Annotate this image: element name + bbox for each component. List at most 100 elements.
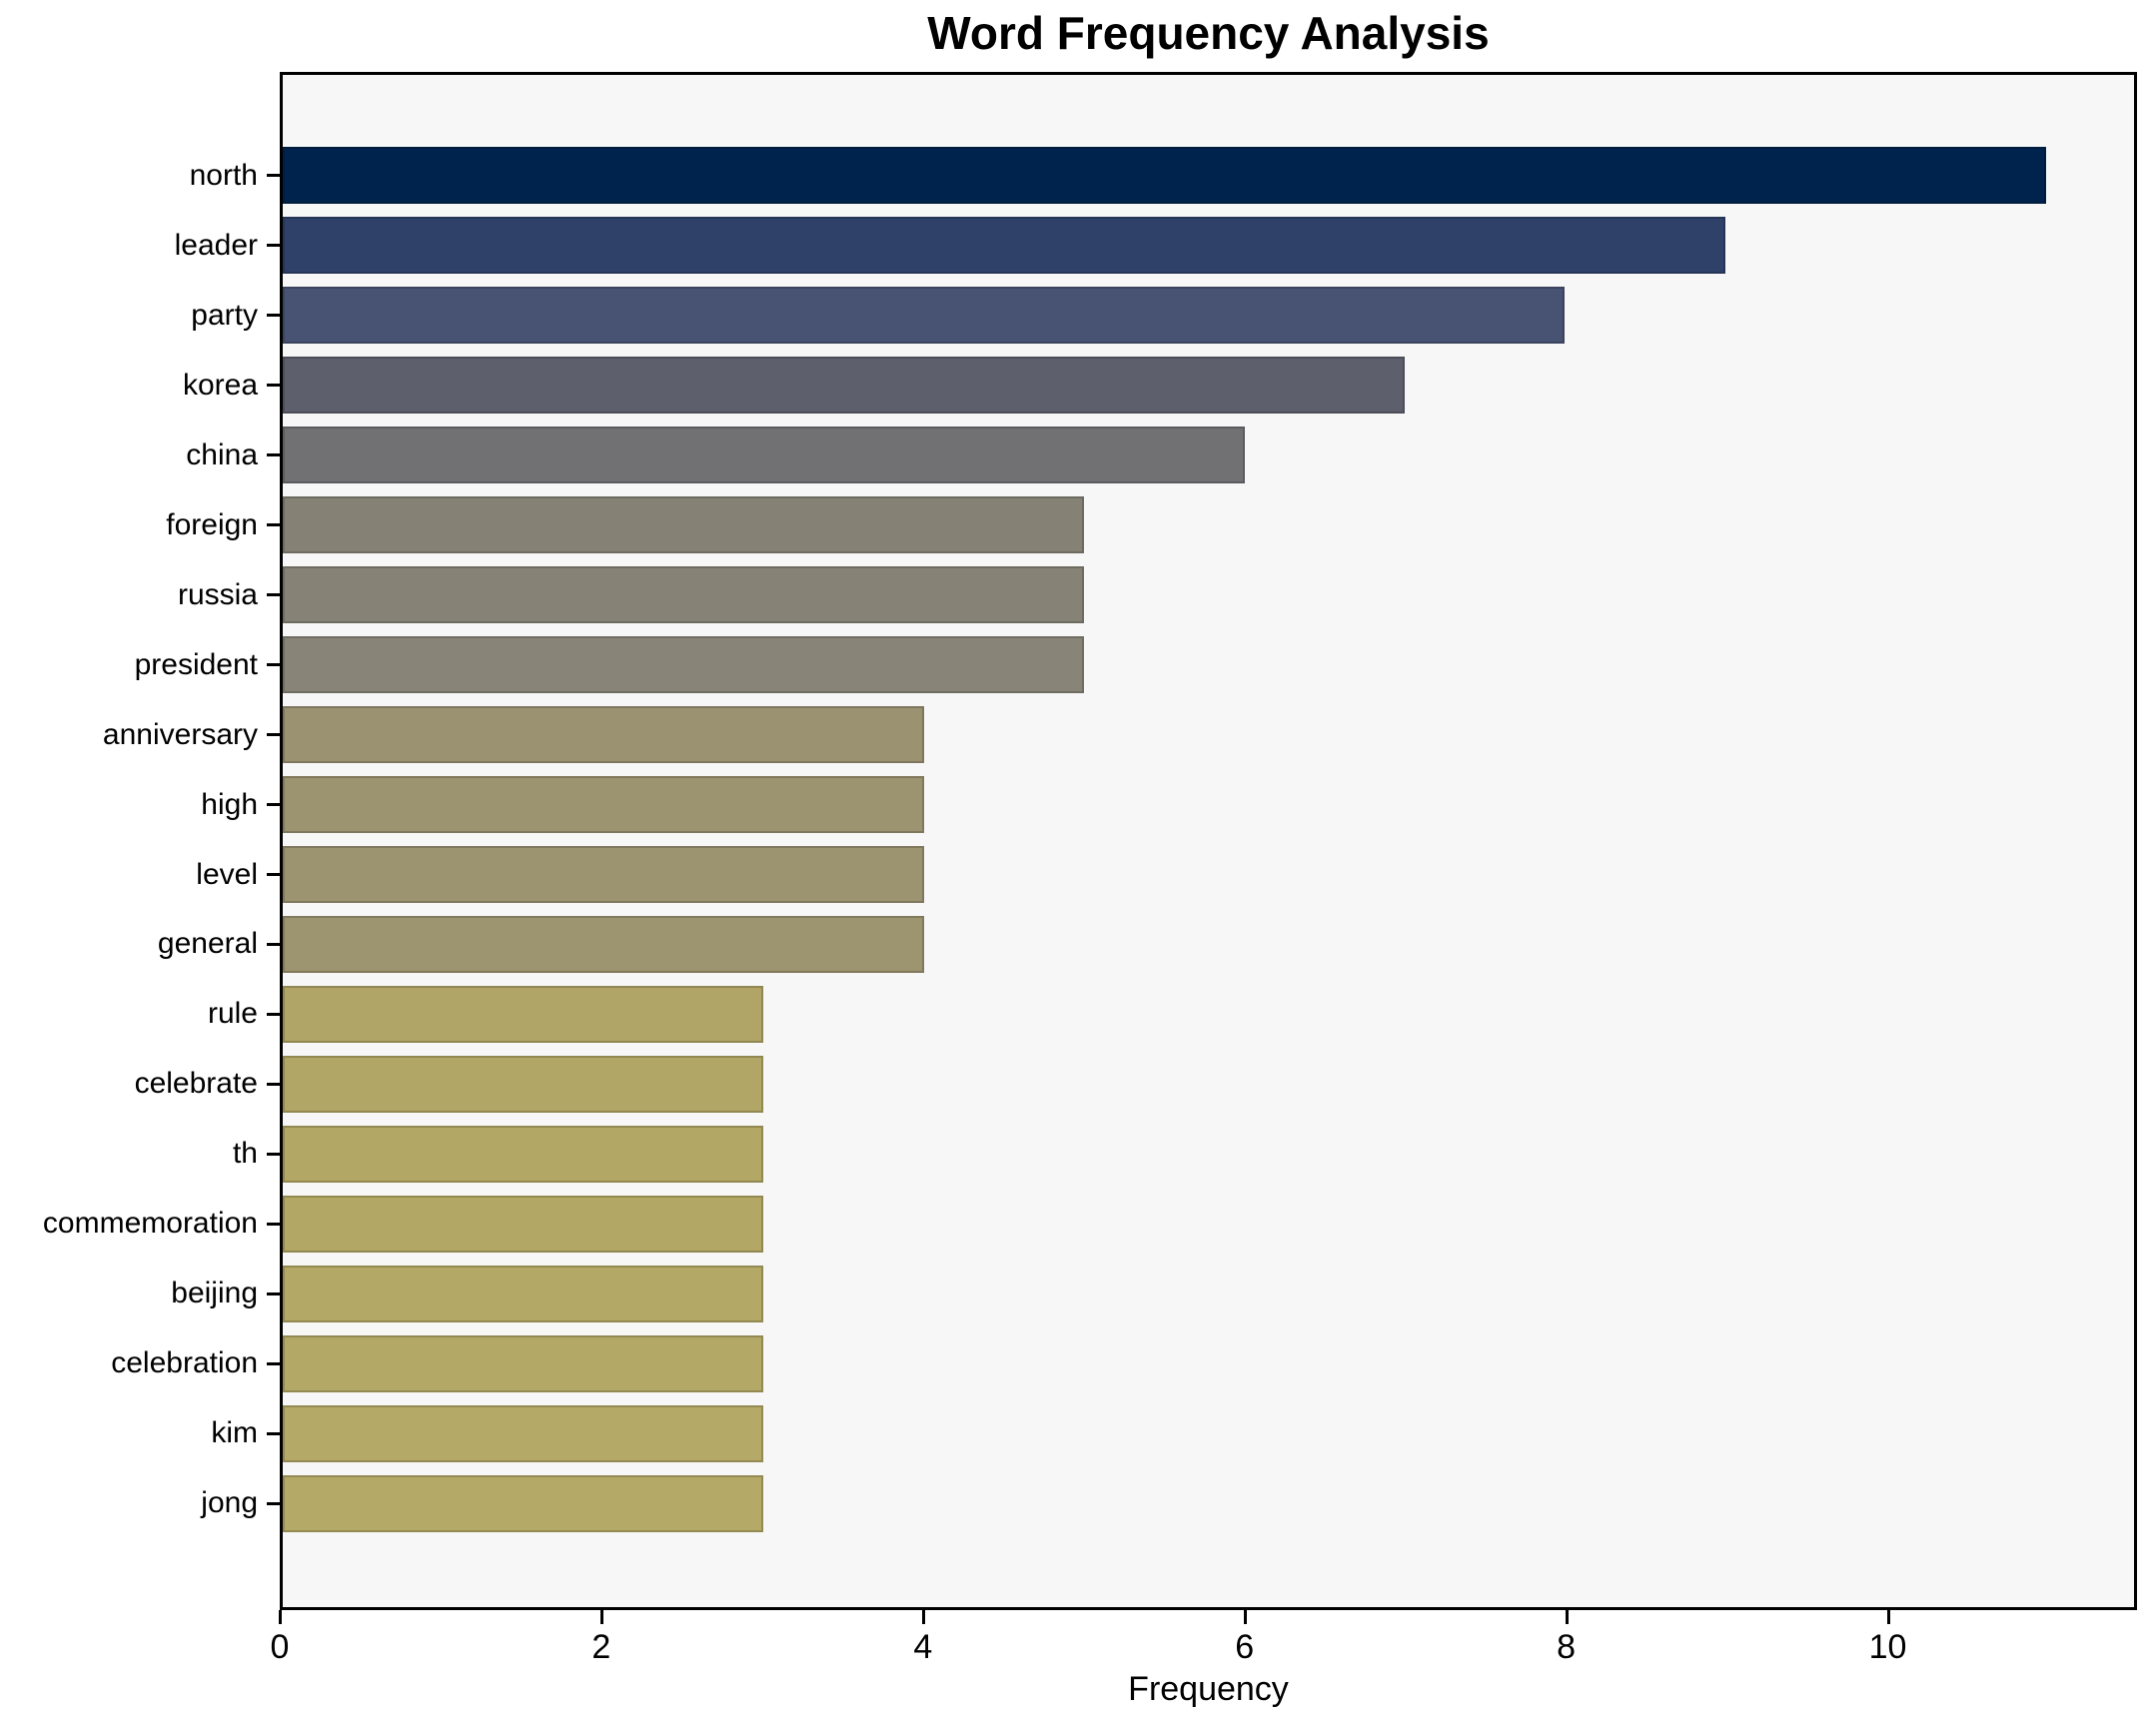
bar-russia bbox=[283, 566, 1085, 624]
y-tick-mark bbox=[267, 873, 280, 876]
y-tick-row: rule bbox=[0, 979, 280, 1049]
x-tick-label: 4 bbox=[913, 1628, 933, 1666]
y-tick-label: level bbox=[196, 857, 258, 891]
y-tick-row: china bbox=[0, 421, 280, 490]
y-tick-row: celebrate bbox=[0, 1049, 280, 1119]
bar-celebrate bbox=[283, 1055, 764, 1113]
bars bbox=[283, 75, 2134, 1607]
bar-row bbox=[283, 1189, 2134, 1259]
y-tick-row: jong bbox=[0, 1468, 280, 1538]
y-tick-mark bbox=[267, 942, 280, 946]
y-axis: north leader party korea china foreign russia p… bbox=[0, 75, 280, 1607]
bar-row bbox=[283, 560, 2134, 630]
bar-celebration bbox=[283, 1334, 764, 1392]
bar-row bbox=[283, 1328, 2134, 1398]
bar-row bbox=[283, 979, 2134, 1049]
y-tick-mark bbox=[267, 314, 280, 318]
chart-title: Word Frequency Analysis bbox=[927, 7, 1490, 59]
y-tick-row: korea bbox=[0, 351, 280, 421]
y-tick-row: president bbox=[0, 630, 280, 700]
y-tick-label: commemoration bbox=[42, 1207, 258, 1241]
y-tick-mark bbox=[267, 1291, 280, 1295]
bar-row bbox=[283, 630, 2134, 700]
y-tick-mark bbox=[267, 1012, 280, 1016]
y-tick-label: kim bbox=[211, 1416, 258, 1450]
bar-row bbox=[283, 490, 2134, 560]
y-tick-mark bbox=[267, 803, 280, 807]
bar-row bbox=[283, 700, 2134, 770]
x-tick-label: 10 bbox=[1868, 1628, 1907, 1666]
y-tick-mark bbox=[267, 733, 280, 737]
bar-row bbox=[283, 281, 2134, 351]
bar-commemoration bbox=[283, 1195, 764, 1253]
y-tick-label: general bbox=[157, 927, 258, 961]
y-tick-row: party bbox=[0, 281, 280, 351]
y-tick-label: celebration bbox=[111, 1346, 258, 1380]
bar-president bbox=[283, 636, 1085, 694]
y-tick-mark bbox=[267, 174, 280, 178]
y-tick-mark bbox=[267, 593, 280, 597]
y-tick-row: beijing bbox=[0, 1259, 280, 1328]
y-tick-label: russia bbox=[177, 577, 258, 611]
x-tick-label: 0 bbox=[270, 1628, 290, 1666]
bar-beijing bbox=[283, 1265, 764, 1322]
y-tick-mark bbox=[267, 663, 280, 667]
bar-rule bbox=[283, 985, 764, 1043]
bar-general bbox=[283, 915, 924, 973]
y-tick-label: party bbox=[191, 298, 258, 332]
y-tick-mark bbox=[267, 1431, 280, 1435]
y-tick-row: anniversary bbox=[0, 700, 280, 770]
bar-row bbox=[283, 421, 2134, 490]
y-tick-row: celebration bbox=[0, 1328, 280, 1398]
bar-row bbox=[283, 1468, 2134, 1538]
y-tick-mark bbox=[267, 1501, 280, 1505]
y-tick-label: rule bbox=[207, 997, 258, 1031]
bar-high bbox=[283, 776, 924, 834]
y-tick-row: leader bbox=[0, 211, 280, 281]
bar-row bbox=[283, 770, 2134, 840]
x-tick-mark bbox=[1243, 1610, 1247, 1624]
x-tick-mark bbox=[1886, 1610, 1890, 1624]
x-tick-mark bbox=[279, 1610, 282, 1624]
y-tick-mark bbox=[267, 384, 280, 388]
x-tick-mark bbox=[921, 1610, 925, 1624]
y-tick-mark bbox=[267, 1361, 280, 1365]
x-tick-mark bbox=[599, 1610, 603, 1624]
y-tick-mark bbox=[267, 523, 280, 527]
y-tick-label: beijing bbox=[171, 1277, 258, 1310]
bar-jong bbox=[283, 1474, 764, 1532]
bar-row bbox=[283, 211, 2134, 281]
bar-row bbox=[283, 1119, 2134, 1189]
x-tick-label: 8 bbox=[1557, 1628, 1577, 1666]
bar-row bbox=[283, 840, 2134, 910]
y-tick-row: foreign bbox=[0, 490, 280, 560]
x-tick-mark bbox=[1565, 1610, 1569, 1624]
y-tick-label: president bbox=[134, 647, 258, 681]
bar-party bbox=[283, 287, 1566, 345]
y-tick-row: high bbox=[0, 770, 280, 840]
y-tick-label: korea bbox=[182, 368, 258, 402]
y-tick-label: china bbox=[186, 437, 258, 471]
y-tick-row: kim bbox=[0, 1398, 280, 1468]
bar-china bbox=[283, 427, 1245, 484]
plot-area bbox=[280, 72, 2137, 1610]
bar-kim bbox=[283, 1404, 764, 1462]
x-axis: 0 2 4 6 8 10 bbox=[271, 1610, 2137, 1680]
bar-row bbox=[283, 141, 2134, 211]
y-tick-label: north bbox=[189, 158, 258, 192]
y-tick-mark bbox=[267, 453, 280, 457]
bar-korea bbox=[283, 357, 1406, 415]
y-tick-label: anniversary bbox=[102, 717, 258, 751]
y-tick-label: foreign bbox=[166, 507, 258, 541]
y-tick-label: high bbox=[201, 787, 258, 821]
y-tick-label: jong bbox=[201, 1486, 258, 1520]
y-tick-mark bbox=[267, 1152, 280, 1156]
y-tick-mark bbox=[267, 1222, 280, 1226]
x-tick-label: 6 bbox=[1235, 1628, 1255, 1666]
y-tick-row: commemoration bbox=[0, 1189, 280, 1259]
y-tick-row: north bbox=[0, 141, 280, 211]
bar-row bbox=[283, 351, 2134, 421]
y-tick-mark bbox=[267, 244, 280, 248]
y-tick-row: level bbox=[0, 840, 280, 910]
